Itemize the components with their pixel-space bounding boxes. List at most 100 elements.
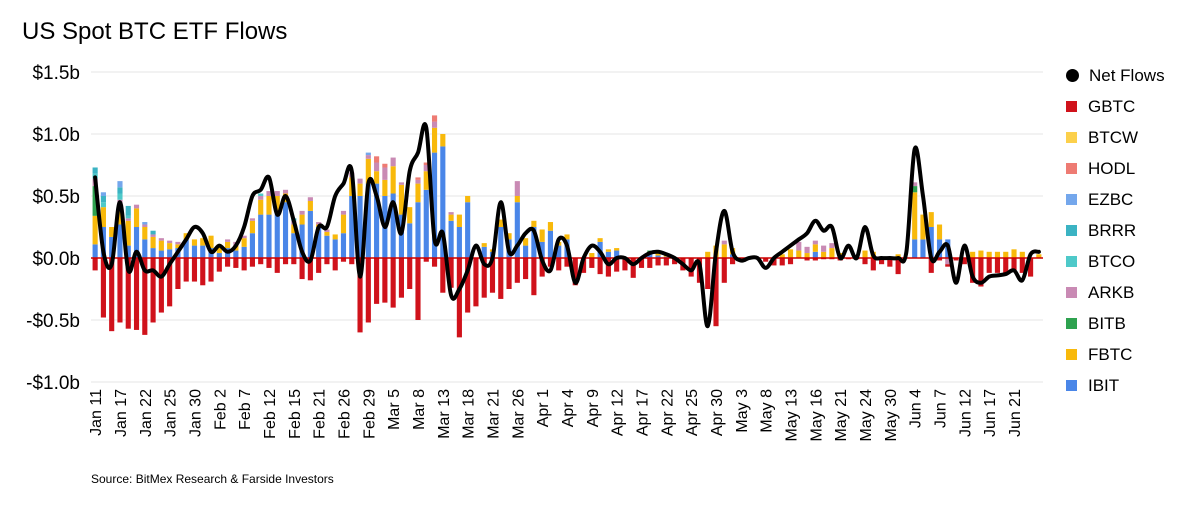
bar-segment-gbtc xyxy=(647,258,653,268)
x-tick-label: May 8 xyxy=(759,389,776,433)
bar-segment-gbtc xyxy=(407,258,413,289)
bar-segment-fbtc xyxy=(920,214,926,240)
bar-segment-gbtc xyxy=(688,258,694,277)
bar-segment-ibit xyxy=(316,227,322,258)
bar-segment-fbtc xyxy=(506,233,512,240)
bar-segment-arkb xyxy=(804,246,810,254)
x-tick-label: Mar 5 xyxy=(386,389,403,430)
x-tick-label: Apr 25 xyxy=(684,389,701,436)
bar-segment-ibit xyxy=(299,224,305,258)
bar-segment-fbtc xyxy=(779,254,785,258)
bar-segment-btco xyxy=(125,215,131,219)
bar-segment-gbtc xyxy=(465,258,471,313)
legend-item-ibit: IBIT xyxy=(1066,370,1196,401)
bar-segment-fbtc xyxy=(655,253,661,256)
bar-segment-gbtc xyxy=(158,258,164,313)
bar-segment-fbtc xyxy=(415,183,421,203)
bar-segment-gbtc xyxy=(779,258,785,266)
bar-segment-fbtc xyxy=(456,214,462,227)
bar-segment-gbtc xyxy=(423,258,429,262)
bar-segment-ibit xyxy=(167,249,173,258)
bar-segment-arkb xyxy=(225,239,231,242)
bar-segment-fbtc xyxy=(175,244,181,249)
bar-segment-ezbc xyxy=(100,192,106,196)
bar-segment-arkb xyxy=(266,191,272,196)
x-tick-label: Feb 7 xyxy=(237,389,254,430)
bar-segment-brrr xyxy=(92,167,98,174)
bar-segment-fbtc xyxy=(307,200,313,211)
bar-segment-gbtc xyxy=(564,258,570,267)
bar-segment-gbtc xyxy=(994,258,1001,273)
x-tick-label: May 13 xyxy=(784,389,801,442)
bar-segment-fbtc xyxy=(125,220,131,246)
bar-segment-fbtc xyxy=(514,196,520,203)
bar-segment-ibit xyxy=(912,239,918,258)
bar-segment-ibit xyxy=(456,227,462,258)
bar-segment-fbtc xyxy=(142,227,148,240)
bar-segment-gbtc xyxy=(117,258,123,323)
bar-segment-gbtc xyxy=(787,258,794,265)
bar-segment-fbtc xyxy=(340,214,347,234)
bar-segment-ezbc xyxy=(117,181,123,188)
bar-segment-ibit xyxy=(431,152,438,258)
bar-segment-fbtc xyxy=(986,251,992,258)
bar-segment-fbtc xyxy=(796,250,802,258)
legend-swatch xyxy=(1066,163,1077,174)
bar-segment-gbtc xyxy=(630,258,636,278)
bar-segment-arkb xyxy=(423,165,429,172)
bar-segment-fbtc xyxy=(92,215,98,245)
bar-segment-arkb xyxy=(307,197,313,201)
legend-item-arkb: ARKB xyxy=(1066,277,1196,308)
bar-segment-arkb xyxy=(912,182,918,187)
bar-segment-gbtc xyxy=(349,258,355,265)
bar-segment-gbtc xyxy=(431,258,438,267)
bar-segment-gbtc xyxy=(862,258,868,265)
bar-segment-ibit xyxy=(481,246,487,258)
x-tick-label: Jun 17 xyxy=(982,389,999,437)
bar-segment-ibit xyxy=(158,250,164,258)
bar-segment-fbtc xyxy=(787,249,794,258)
bar-segment-ibit xyxy=(200,245,206,258)
bar-segment-btco xyxy=(100,202,106,208)
bar-segment-btco xyxy=(117,193,123,200)
bar-segment-arkb xyxy=(167,240,173,244)
legend-item-brrr: BRRR xyxy=(1066,215,1196,246)
bar-segment-fbtc xyxy=(158,240,164,251)
bar-segment-ibit xyxy=(249,233,255,258)
bar-segment-fbtc xyxy=(208,235,214,249)
bar-segment-arkb xyxy=(365,155,371,159)
bar-segment-ibit xyxy=(920,239,926,258)
bar-segment-brrr xyxy=(117,187,123,194)
bar-segment-arkb xyxy=(258,196,264,200)
bar-segment-fbtc xyxy=(481,243,487,247)
legend-label: BTCW xyxy=(1088,127,1139,147)
bar-segment-fbtc xyxy=(978,250,984,258)
x-tick-label: Jan 30 xyxy=(187,389,204,437)
bar-segment-arkb xyxy=(812,240,818,245)
bar-segment-arkb xyxy=(415,179,421,184)
legend-item-gbtc: GBTC xyxy=(1066,91,1196,122)
bar-segment-ibit xyxy=(523,245,529,258)
bar-segment-ibit xyxy=(266,214,272,258)
bar-segment-arkb xyxy=(431,121,438,128)
bar-segment-arkb xyxy=(324,229,330,232)
bar-segment-fbtc xyxy=(249,220,255,234)
bar-segment-gbtc xyxy=(1028,258,1034,277)
bar-segment-fbtc xyxy=(407,207,413,224)
bar-segment-ibit xyxy=(291,233,297,258)
legend-item-btcw: BTCW xyxy=(1066,122,1196,153)
bar-segment-arkb xyxy=(357,178,363,184)
x-tick-label: Apr 9 xyxy=(585,389,602,427)
bar-segment-fbtc xyxy=(382,179,388,196)
bar-segment-ezbc xyxy=(142,222,148,225)
bar-segment-ibit xyxy=(423,189,429,258)
bar-segment-ibit xyxy=(928,227,934,258)
bar-segment-fbtc xyxy=(862,250,868,258)
bar-segment-fbtc xyxy=(365,158,371,184)
bar-segment-gbtc xyxy=(498,258,504,299)
bar-segment-fbtc xyxy=(258,199,264,215)
bar-segment-brrr xyxy=(100,196,106,203)
bar-segment-ibit xyxy=(307,210,313,258)
x-tick-label: Mar 18 xyxy=(461,389,478,439)
bar-segment-ibit xyxy=(150,248,156,258)
